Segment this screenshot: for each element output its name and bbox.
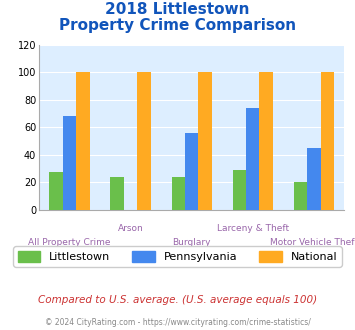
Bar [171,177,185,210]
Bar [49,172,63,210]
Bar [246,108,260,210]
Bar [76,72,90,210]
Text: Property Crime Comparison: Property Crime Comparison [59,18,296,33]
Legend: Littlestown, Pennsylvania, National: Littlestown, Pennsylvania, National [13,247,342,267]
Text: Larceny & Theft: Larceny & Theft [217,224,289,233]
Bar [63,116,76,210]
Bar [233,170,246,210]
Text: Burglary: Burglary [173,238,211,247]
Text: Arson: Arson [118,224,143,233]
Bar [137,72,151,210]
Bar [307,148,321,210]
Bar [294,182,307,210]
Text: 2018 Littlestown: 2018 Littlestown [105,2,250,16]
Bar [198,72,212,210]
Bar [110,177,124,210]
Text: © 2024 CityRating.com - https://www.cityrating.com/crime-statistics/: © 2024 CityRating.com - https://www.city… [45,318,310,327]
Bar [260,72,273,210]
Text: All Property Crime: All Property Crime [28,238,111,247]
Bar [321,72,334,210]
Bar [185,133,198,210]
Text: Motor Vehicle Theft: Motor Vehicle Theft [270,238,355,247]
Text: Compared to U.S. average. (U.S. average equals 100): Compared to U.S. average. (U.S. average … [38,295,317,305]
